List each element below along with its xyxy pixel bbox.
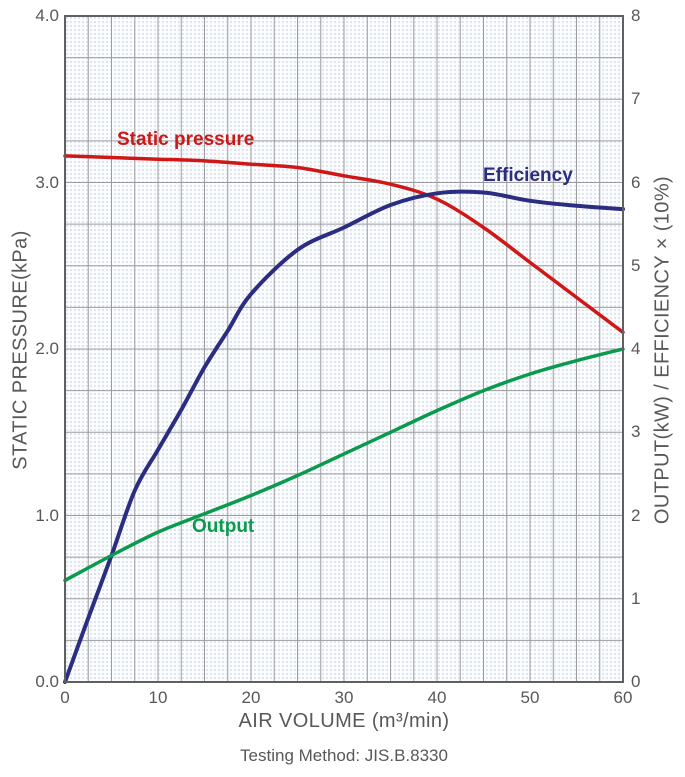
x-tick-label: 10 (148, 688, 168, 707)
efficiency-label: Efficiency (483, 165, 573, 186)
ytick-right-label: 7 (631, 89, 641, 109)
ytick-right-label: 6 (631, 172, 641, 192)
ytick-left-label: 4.0 (35, 6, 59, 25)
y-left-axis-title: STATIC PRESSURE(kPa) (9, 230, 32, 470)
ytick-left-label: 0.0 (35, 672, 59, 691)
ytick-right-label: 4 (631, 339, 641, 358)
y-right-axis-title: OUTPUT(kW) / EFFICIENCY × (10%) (651, 175, 674, 525)
ytick-right-label: 1 (631, 588, 641, 608)
ytick-right-label: 3 (631, 422, 641, 442)
static-pressure-label: Static pressure (117, 129, 255, 150)
ytick-right-label: 0 (631, 672, 641, 691)
ytick-left-label: 2.0 (35, 339, 59, 358)
output-label: Output (192, 516, 255, 537)
testing-method-caption: Testing Method: JIS.B.8330 (240, 746, 448, 765)
x-tick-label: 0 (60, 688, 70, 707)
ytick-right-label: 5 (631, 255, 641, 275)
x-tick-label: 60 (613, 688, 633, 707)
output-curve (63, 347, 625, 583)
ytick-right-label: 2 (631, 505, 641, 525)
x-tick-label: 30 (334, 688, 354, 707)
ytick-right-label: 8 (631, 6, 641, 25)
efficiency-curve (63, 189, 625, 684)
x-tick-label: 40 (427, 688, 447, 707)
plot-border (64, 15, 624, 683)
static-pressure-curve (63, 154, 625, 335)
x-tick-label: 50 (520, 688, 540, 707)
x-axis-title: AIR VOLUME (m³/min) (238, 710, 450, 732)
ytick-left-label: 1.0 (35, 505, 59, 525)
ytick-left-label: 3.0 (35, 172, 59, 192)
x-tick-label: 20 (241, 688, 261, 707)
